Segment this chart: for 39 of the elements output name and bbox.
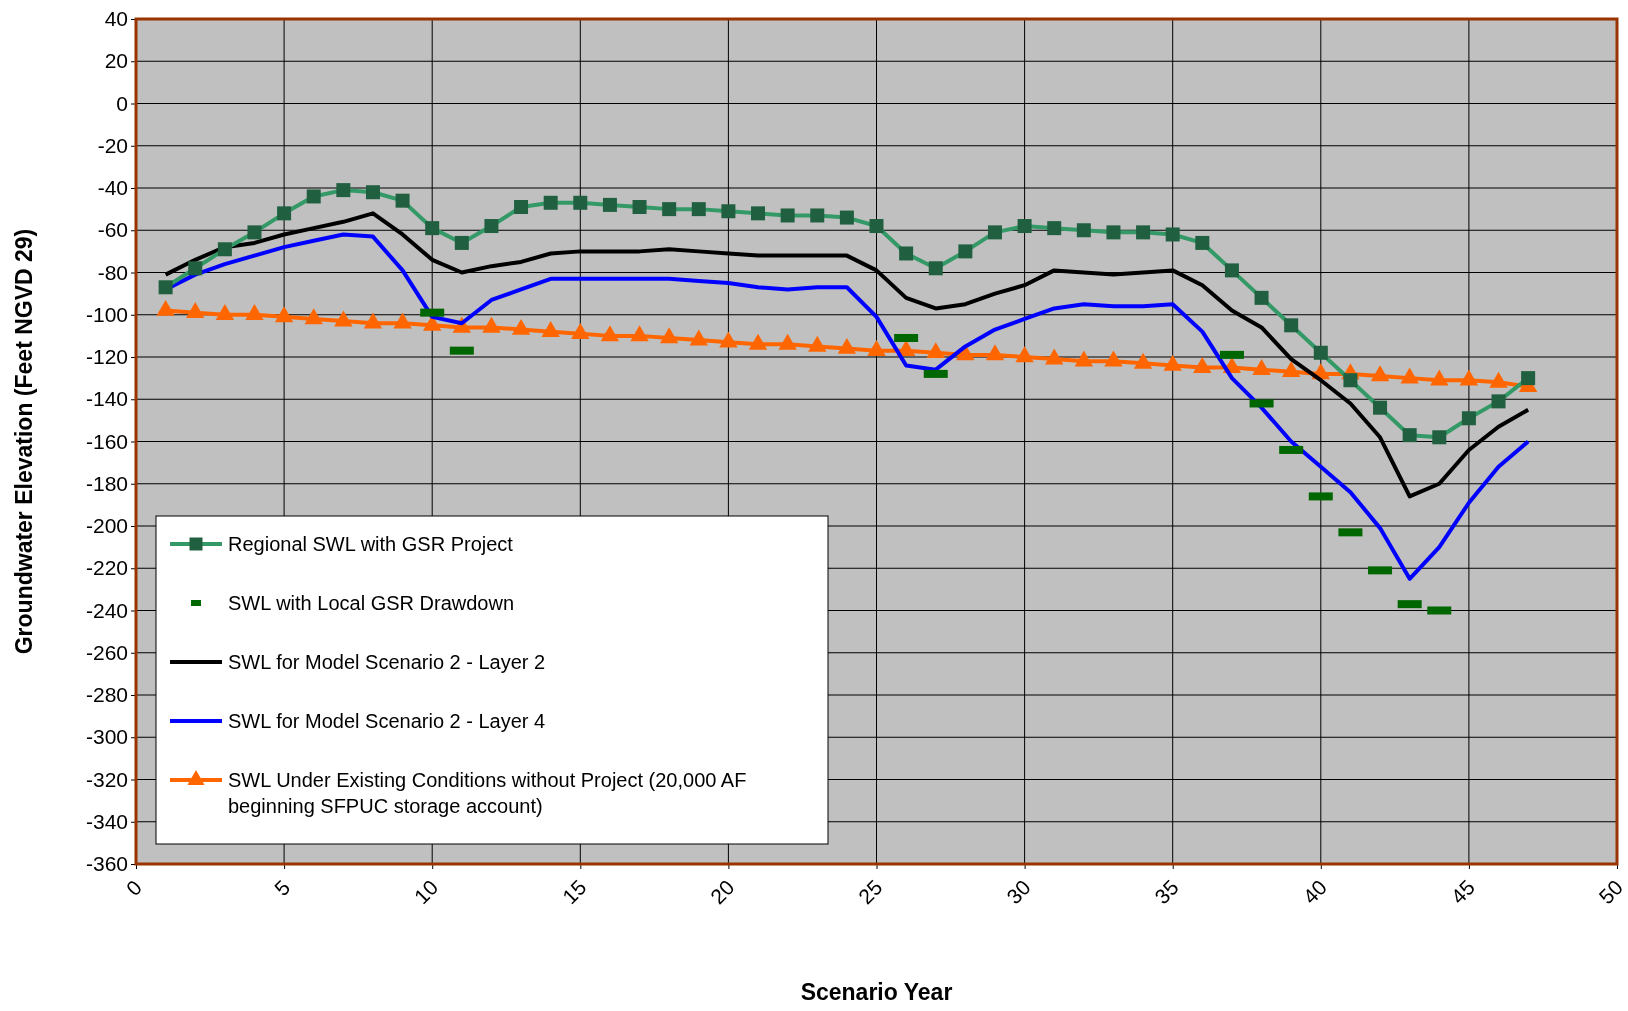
legend-label: SWL for Model Scenario 2 - Layer 2 [228, 651, 546, 673]
x-tick-label: 10 [409, 875, 443, 909]
y-tick-label: -300 [85, 725, 128, 749]
y-tick-label: 20 [104, 49, 128, 73]
y-tick-label: -220 [85, 556, 128, 580]
y-tick-label: -260 [85, 640, 128, 664]
legend-label: SWL Under Existing Conditions without Project (20,000 AF beginning SFPUC storage account) [228, 769, 747, 817]
y-tick-label: -180 [85, 471, 128, 495]
y-tick-label: -280 [85, 683, 128, 707]
y-tick-label: -160 [85, 429, 128, 453]
y-tick-label: -200 [85, 514, 128, 538]
x-tick-label: 25 [853, 875, 887, 909]
y-tick-label: -360 [85, 852, 128, 876]
y-tick-label: -80 [97, 260, 128, 284]
y-tick-label: -40 [97, 176, 128, 200]
y-tick-label: -320 [85, 767, 128, 791]
legend-label: Regional SWL with GSR Project [228, 533, 514, 555]
y-tick-label: -120 [85, 345, 128, 369]
legend-label: SWL for Model Scenario 2 - Layer 4 [228, 710, 546, 732]
x-tick-label: 20 [705, 875, 739, 909]
y-tick-label: 0 [116, 91, 128, 115]
y-tick-label: -60 [97, 218, 128, 242]
legend-label: SWL with Local GSR Drawdown [228, 592, 515, 614]
y-tick-label: 40 [104, 7, 128, 31]
x-tick-label: 0 [121, 875, 147, 900]
x-tick-label: 15 [557, 875, 591, 909]
y-tick-label: -240 [85, 598, 128, 622]
x-tick-label: 50 [1594, 875, 1628, 909]
x-tick-label: 30 [1002, 875, 1035, 909]
y-tick-label: -140 [85, 387, 128, 411]
x-axis-title: Scenario Year [800, 979, 953, 1005]
y-tick-label: -20 [97, 133, 128, 157]
x-tick-label: 35 [1150, 875, 1183, 909]
y-tick-label: -100 [85, 302, 128, 326]
x-tick-label: 5 [269, 875, 295, 900]
x-tick-label: 40 [1298, 875, 1331, 909]
x-tick-label: 45 [1446, 875, 1480, 909]
y-axis-title: Groundwater Elevation (Feet NGVD 29) [11, 228, 37, 655]
y-tick-label: -340 [85, 809, 128, 833]
